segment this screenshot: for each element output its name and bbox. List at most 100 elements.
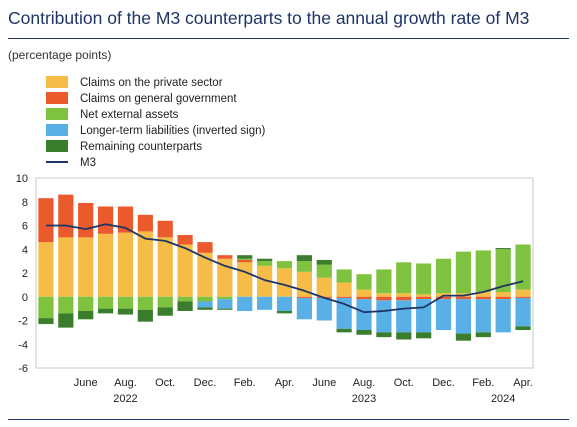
- bar-segment-remaining: [276, 311, 293, 314]
- x-year-label: 2023: [352, 393, 376, 405]
- bar-segment-government: [97, 206, 114, 234]
- x-tick-label: June: [74, 377, 98, 389]
- bar-segment-government: [475, 296, 491, 300]
- legend-item-liabilities: Longer-term liabilities (inverted sign): [46, 124, 266, 137]
- bar-segment-liabilities: [296, 297, 312, 320]
- bar-segment-liabilities: [455, 299, 472, 334]
- bar-stack: [376, 269, 392, 338]
- bar-segment-external: [515, 244, 531, 290]
- bar-segment-remaining: [475, 332, 491, 338]
- footer-rule: [8, 419, 569, 420]
- legend-swatch: [46, 124, 68, 136]
- bar-segment-private: [237, 262, 253, 297]
- x-tick-label: June: [312, 377, 336, 389]
- bar-segment-private: [495, 292, 511, 297]
- bar-stack: [237, 255, 253, 311]
- bar-segment-remaining: [336, 328, 352, 333]
- legend-label: Longer-term liabilities (inverted sign): [80, 125, 266, 137]
- bar-segment-remaining: [97, 308, 114, 314]
- bar-segment-liabilities: [356, 299, 372, 330]
- bar-segment-private: [137, 231, 153, 297]
- legend-item-external: Net external assets: [46, 108, 179, 121]
- bar-segment-liabilities: [217, 299, 233, 309]
- title-rule: [8, 38, 569, 39]
- bar-segment-private: [515, 289, 531, 297]
- bar-segment-external: [137, 296, 153, 310]
- bar-segment-liabilities: [376, 300, 392, 333]
- bar-segment-external: [78, 296, 94, 311]
- bar-stack: [296, 255, 312, 320]
- bar-segment-government: [137, 214, 153, 232]
- bar-segment-private: [336, 282, 352, 297]
- bar-stack: [495, 248, 511, 333]
- bar-segment-remaining: [257, 258, 273, 262]
- bar-segment-remaining: [137, 309, 153, 322]
- bar-stack: [316, 259, 332, 321]
- bar-segment-liabilities: [257, 296, 273, 310]
- legend-label: M3: [80, 157, 96, 169]
- bar-segment-private: [117, 232, 134, 297]
- bar-segment-government: [495, 296, 511, 300]
- x-tick-label: Dec.: [432, 377, 455, 389]
- bar-segment-remaining: [157, 307, 173, 316]
- bar-segment-liabilities: [276, 296, 293, 311]
- bar-segment-external: [396, 262, 412, 294]
- bar-stack: [217, 255, 233, 310]
- bar-segment-external: [257, 261, 273, 266]
- bar-segment-remaining: [416, 332, 432, 339]
- bar-segment-private: [157, 237, 173, 297]
- bar-segment-liabilities: [475, 299, 491, 333]
- bar-segment-external: [416, 263, 432, 295]
- bar-stack: [475, 250, 491, 338]
- bar-segment-private: [475, 292, 491, 297]
- bar-segment-private: [217, 258, 233, 297]
- m3-line: [45, 223, 524, 314]
- bar-segment-government: [435, 296, 452, 300]
- bar-segment-private: [416, 294, 432, 297]
- bar-segment-remaining: [316, 259, 332, 265]
- bar-segment-remaining: [177, 301, 193, 311]
- bar-segment-government: [78, 202, 94, 238]
- bar-stack: [336, 269, 352, 333]
- bar-stack: [356, 274, 372, 335]
- chart-title: Contribution of the M3 counterparts to t…: [8, 8, 530, 28]
- bar-segment-private: [356, 289, 372, 297]
- bar-segment-external: [157, 296, 173, 308]
- bar-segment-liabilities: [316, 297, 332, 321]
- bar-segment-liabilities: [495, 299, 511, 333]
- bar-segment-external: [97, 296, 114, 309]
- bar-segment-external: [316, 264, 332, 278]
- bar-segment-private: [58, 237, 74, 297]
- bar-segment-private: [177, 244, 193, 297]
- bar-stack: [197, 242, 213, 310]
- bar-segment-remaining: [455, 333, 472, 341]
- legend-item-private: Claims on the private sector: [46, 76, 223, 89]
- bar-segment-external: [237, 258, 253, 260]
- bar-segment-remaining: [58, 313, 74, 328]
- chart-subtitle: (percentage points): [8, 48, 112, 62]
- bar-segment-government: [396, 296, 412, 301]
- bar-stack: [396, 262, 412, 340]
- bar-segment-external: [336, 269, 352, 283]
- bar-segment-external: [117, 296, 134, 309]
- bar-segment-government: [177, 235, 193, 245]
- legend-label: Remaining counterparts: [80, 141, 202, 153]
- bar-segment-liabilities: [396, 300, 412, 333]
- bar-segment-government: [197, 242, 213, 253]
- bar-segment-remaining: [296, 255, 312, 262]
- x-tick-label: Feb.: [234, 377, 256, 389]
- bar-segment-external: [376, 269, 392, 294]
- plot-area: 10 8 6 4 2 0 -2 -4 -6 June Aug. Oct. Dec. Feb. Apr. Jun…: [16, 173, 534, 405]
- legend-label: Claims on the private sector: [80, 77, 223, 89]
- bar-segment-remaining: [356, 330, 372, 335]
- bar-stack: [257, 258, 273, 310]
- bar-segment-government: [38, 198, 54, 243]
- bar-stack: [38, 198, 54, 325]
- bar-stack: [177, 235, 193, 311]
- x-tick-label: Apr.: [513, 377, 533, 389]
- bar-segment-liabilities: [237, 296, 253, 311]
- x-year-label: 2022: [113, 393, 137, 405]
- legend-item-government: Claims on general government: [46, 92, 237, 105]
- bar-segment-government: [237, 259, 253, 263]
